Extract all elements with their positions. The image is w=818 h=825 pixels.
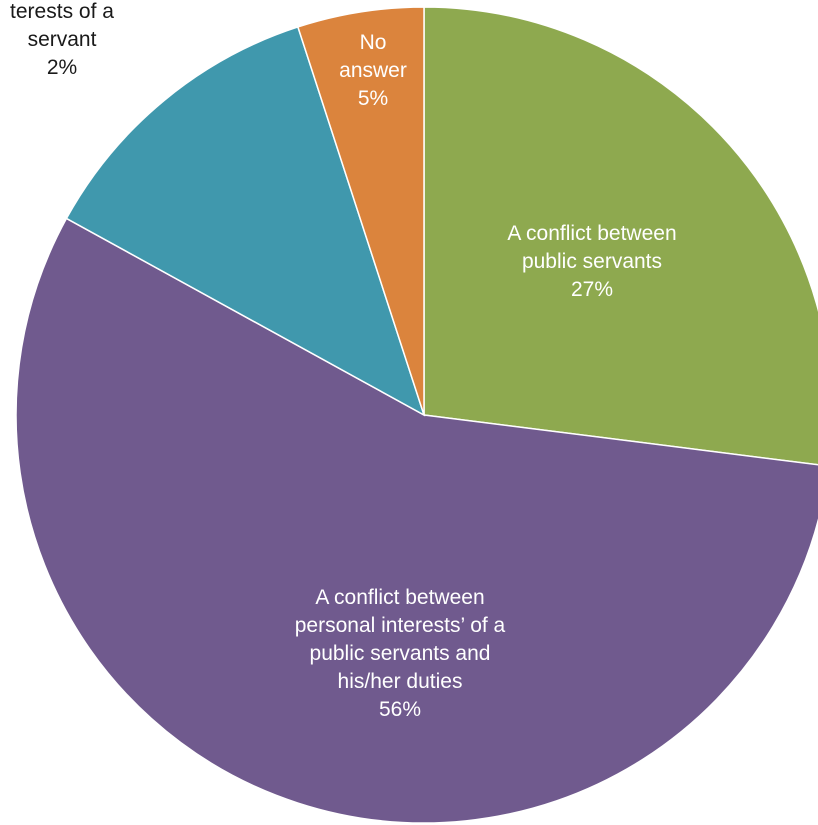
slice-label-3: No answer 5%	[339, 31, 407, 110]
slice-label-line: his/her duties	[338, 670, 463, 693]
slice-value-label: 5%	[358, 87, 388, 110]
slice-label-line: A conflict between	[315, 586, 484, 609]
slice-label-2: terests of a servant 2%	[10, 0, 114, 79]
pie-labels: A conflict between public servants 27%A co…	[10, 0, 677, 721]
slice-value-label: 27%	[571, 278, 613, 301]
slice-label-line: servant	[28, 28, 97, 51]
slice-label-line: public servants	[522, 250, 662, 273]
slice-value-label: 56%	[379, 698, 421, 721]
slice-label-line: personal interests’ of a	[295, 614, 506, 637]
slice-label-line: A conflict between	[507, 222, 676, 245]
slice-value-label: 2%	[47, 56, 77, 79]
pie-slice-0	[423, 6, 818, 466]
slice-label-line: answer	[339, 59, 407, 82]
pie-slice-2	[65, 26, 426, 417]
pie-slice-3	[296, 6, 425, 416]
slice-label-line: public servants and	[310, 642, 491, 665]
pie-slice-1	[15, 217, 818, 824]
slice-label-line: No	[360, 31, 387, 54]
slice-label-0: A conflict between public servants 27%	[507, 222, 676, 301]
pie-slices	[15, 6, 818, 824]
slice-label-line: terests of a	[10, 0, 114, 23]
slice-label-1: A conflict between personal interests’ of…	[295, 586, 506, 721]
